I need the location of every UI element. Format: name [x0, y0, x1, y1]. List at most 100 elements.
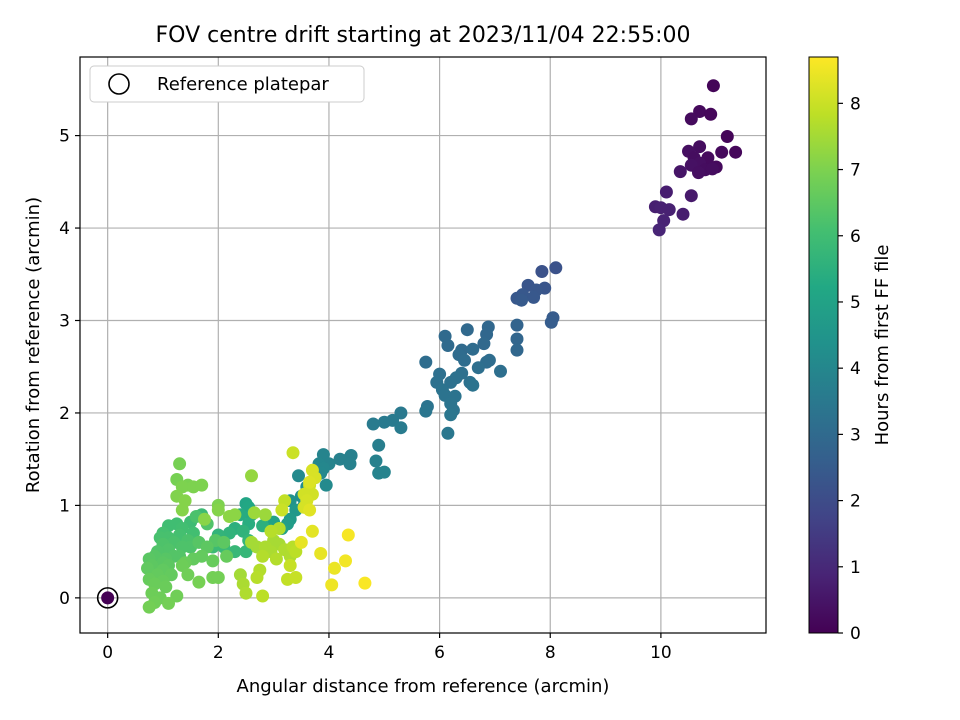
- data-point: [245, 469, 258, 483]
- x-axis-label: Angular distance from reference (arcmin): [237, 676, 610, 697]
- legend-entry-reference: Reference platepar: [157, 74, 329, 95]
- data-point: [195, 478, 209, 492]
- data-point: [369, 454, 383, 468]
- colorbar-ticks: 0 1 2 3 4 5 6 7 8: [838, 94, 861, 644]
- colorbar-label: Hours from first FF file: [872, 245, 893, 446]
- x-tick-label: 4: [324, 643, 335, 663]
- data-point: [441, 426, 455, 440]
- colorbar: 0 1 2 3 4 5 6 7 8 Hours from first FF file: [808, 56, 893, 644]
- data-point: [419, 355, 433, 369]
- data-point: [314, 547, 328, 560]
- data-point: [159, 580, 173, 594]
- data-point: [676, 207, 690, 221]
- reference-marker-group: [96, 587, 119, 609]
- data-point: [220, 549, 234, 563]
- data-point: [684, 189, 698, 203]
- data-point: [286, 446, 300, 460]
- data-point: [466, 378, 480, 392]
- data-point: [333, 452, 347, 466]
- data-point: [366, 417, 380, 431]
- reference-point-fill: [101, 591, 115, 605]
- x-tick-label: 8: [545, 643, 556, 663]
- colorbar-tick-label: 8: [850, 94, 861, 114]
- y-tick-label: 4: [59, 219, 70, 239]
- data-point: [441, 339, 455, 352]
- colorbar-tick-label: 4: [850, 359, 861, 379]
- data-point: [275, 503, 289, 517]
- legend-box: [89, 65, 365, 103]
- data-point: [659, 185, 673, 199]
- data-point: [706, 79, 720, 93]
- colorbar-tick-label: 2: [850, 492, 861, 512]
- data-point: [339, 554, 352, 568]
- data-point: [305, 524, 319, 538]
- data-point: [250, 571, 264, 584]
- data-point: [444, 408, 458, 422]
- colorbar-tick-label: 3: [850, 425, 861, 445]
- plot-area: 0 2 4 6 8 10 0 1 2 3 4 5: [59, 56, 767, 663]
- data-point: [239, 586, 253, 600]
- data-point: [510, 318, 524, 332]
- data-point: [175, 503, 189, 517]
- data-point: [662, 203, 676, 217]
- data-point: [684, 112, 698, 126]
- colorbar-tick-label: 5: [850, 293, 861, 313]
- legend: Reference platepar: [89, 65, 365, 103]
- y-axis-ticks: 0 1 2 3 4 5: [59, 127, 80, 609]
- data-point: [211, 571, 225, 584]
- y-tick-label: 2: [59, 404, 70, 424]
- x-axis-ticks: 0 2 4 6 8 10: [102, 633, 672, 663]
- data-point: [264, 524, 278, 538]
- data-point: [394, 421, 408, 435]
- data-point: [256, 549, 270, 563]
- data-point: [170, 589, 184, 603]
- data-point: [705, 162, 719, 176]
- data-point: [460, 323, 474, 337]
- x-tick-label: 0: [102, 643, 113, 663]
- data-point: [419, 404, 433, 418]
- data-point: [720, 130, 734, 143]
- data-point: [652, 223, 666, 237]
- data-point: [358, 576, 372, 590]
- data-point: [458, 353, 471, 367]
- data-point: [258, 508, 272, 522]
- data-point: [181, 568, 195, 582]
- y-tick-label: 3: [59, 311, 70, 331]
- colorbar-tick-label: 1: [850, 558, 861, 578]
- y-tick-label: 0: [59, 589, 70, 609]
- data-point: [549, 261, 563, 275]
- data-point: [269, 552, 283, 566]
- legend-reference-marker: [108, 73, 130, 95]
- data-point: [466, 342, 480, 356]
- data-point: [510, 332, 524, 346]
- y-axis-label: Rotation from reference (arcmin): [23, 197, 44, 493]
- data-point: [544, 315, 558, 329]
- plot-frame: [79, 56, 767, 634]
- x-tick-label: 2: [213, 643, 224, 663]
- colorbar-tick-label: 6: [850, 227, 861, 247]
- data-point: [142, 600, 156, 614]
- data-point: [715, 145, 729, 159]
- x-tick-label: 6: [434, 643, 445, 663]
- data-point: [494, 364, 507, 378]
- data-point: [527, 290, 541, 304]
- data-point: [444, 375, 458, 389]
- data-point: [289, 571, 303, 584]
- y-tick-label: 1: [59, 496, 70, 516]
- data-point: [256, 589, 270, 603]
- data-point: [173, 457, 187, 471]
- data-point: [343, 457, 357, 471]
- data-point: [341, 528, 355, 542]
- data-point: [704, 107, 718, 121]
- data-point: [372, 438, 386, 452]
- colorbar-tick-label: 7: [850, 161, 861, 181]
- data-point: [192, 575, 206, 589]
- data-point: [294, 535, 308, 549]
- data-point: [198, 512, 211, 526]
- grid: [80, 57, 766, 633]
- data-point: [211, 503, 225, 517]
- colorbar-gradient: [808, 56, 839, 634]
- data-point: [328, 561, 341, 575]
- data-point: [292, 469, 305, 483]
